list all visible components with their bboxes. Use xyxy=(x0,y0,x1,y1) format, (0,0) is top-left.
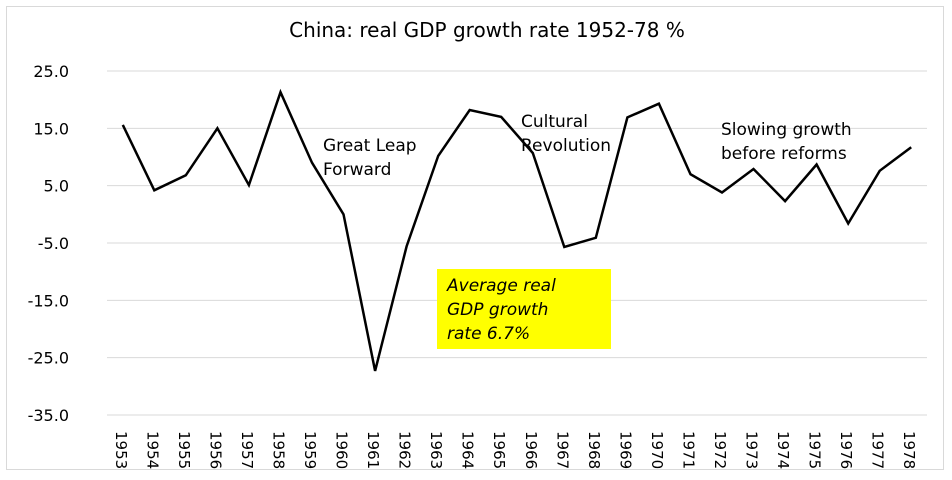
series-layer xyxy=(121,88,912,372)
x-tick-label: 1970 xyxy=(648,431,666,469)
average-box-text: GDP growth xyxy=(447,300,548,320)
x-tick-label: 1963 xyxy=(427,431,445,469)
annotation-slowing-growth: before reforms xyxy=(721,144,847,164)
y-tick-label: -25.0 xyxy=(28,349,69,368)
x-tick-label: 1954 xyxy=(143,431,161,469)
annotation-great-leap: Great Leap xyxy=(323,136,417,156)
x-tick-label: 1976 xyxy=(837,431,855,469)
x-tick-label: 1956 xyxy=(206,431,224,469)
average-box-text: rate 6.7% xyxy=(447,324,530,344)
y-tick-label: 5.0 xyxy=(44,177,69,196)
x-tick-label: 1974 xyxy=(774,431,792,469)
x-tick-label: 1967 xyxy=(553,431,571,469)
y-axis-tick-labels: 25.0 15.0 5.0 -5.0 -15.0 -25.0 -35.0 xyxy=(28,62,69,425)
gdp-growth-line-chart: China: real GDP growth rate 1952-78 % 25… xyxy=(28,18,927,469)
x-tick-label: 1975 xyxy=(806,431,824,469)
y-tick-label: -35.0 xyxy=(28,406,69,425)
y-tick-label: -15.0 xyxy=(28,291,69,310)
annotation-cultural-revolution: Cultural xyxy=(521,112,588,132)
annotation-great-leap: Forward xyxy=(323,160,391,180)
x-tick-label: 1972 xyxy=(711,431,729,469)
annotation-cultural-revolution: Revolution xyxy=(521,136,611,156)
series-line xyxy=(121,88,912,372)
x-tick-label: 1978 xyxy=(900,431,918,469)
x-tick-label: 1962 xyxy=(396,431,414,469)
chart-title: China: real GDP growth rate 1952-78 % xyxy=(289,18,685,42)
x-tick-label: 1977 xyxy=(869,431,887,469)
average-box-background xyxy=(437,269,611,349)
y-tick-label: -5.0 xyxy=(38,234,69,253)
x-tick-label: 1969 xyxy=(616,431,634,469)
x-axis-tick-labels: 1953 1954 1955 1956 1957 1958 1959 1960 1961 1962… xyxy=(112,431,918,469)
x-tick-label: 1953 xyxy=(112,431,130,469)
x-tick-label: 1960 xyxy=(333,431,351,469)
x-tick-label: 1961 xyxy=(364,431,382,469)
x-tick-label: 1958 xyxy=(269,431,287,469)
average-growth-box: Average real GDP growth rate 6.7% xyxy=(437,269,611,349)
annotations: Great Leap Forward Cultural Revolution Slowi… xyxy=(323,112,852,180)
x-tick-label: 1955 xyxy=(175,431,193,469)
x-tick-label: 1966 xyxy=(522,431,540,469)
x-tick-label: 1968 xyxy=(585,431,603,469)
average-box-text: Average real xyxy=(446,276,556,296)
x-tick-label: 1964 xyxy=(459,431,477,469)
x-tick-label: 1973 xyxy=(743,431,761,469)
chart-frame: China: real GDP growth rate 1952-78 % 25… xyxy=(6,6,944,470)
x-tick-label: 1959 xyxy=(301,431,319,469)
x-tick-label: 1965 xyxy=(490,431,508,469)
y-tick-label: 15.0 xyxy=(33,119,69,138)
y-tick-label: 25.0 xyxy=(33,62,69,81)
annotation-slowing-growth: Slowing growth xyxy=(721,120,852,140)
x-tick-label: 1971 xyxy=(679,431,697,469)
x-tick-label: 1957 xyxy=(238,431,256,469)
